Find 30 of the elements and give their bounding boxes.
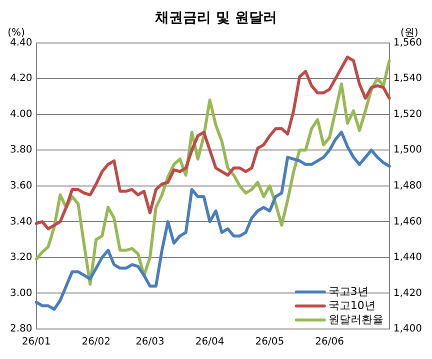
y-tick-label: 4.20 <box>10 73 32 84</box>
y-axis-title: (%) <box>8 27 26 38</box>
x-tick-label: 26/01 <box>22 336 51 348</box>
x-tick-label: 26/04 <box>195 336 224 348</box>
y2-tick-label: 1,500 <box>393 144 422 156</box>
x-tick-label: 26/06 <box>315 336 344 348</box>
legend-label: 국고3년 <box>328 284 368 298</box>
y2-tick-label: 1,520 <box>393 108 422 120</box>
y2-axis-title: (원) <box>400 27 418 38</box>
y-tick-label: 3.40 <box>10 216 32 228</box>
x-tick-label: 26/02 <box>82 336 111 348</box>
y2-tick-label: 1,460 <box>393 216 422 228</box>
y-tick-label: 4.00 <box>10 108 32 120</box>
y-tick-label: 3.20 <box>10 252 32 264</box>
y-tick-label: 3.80 <box>10 144 32 156</box>
y-tick-label: 3.00 <box>10 288 32 299</box>
y-tick-label: 2.80 <box>10 324 32 335</box>
x-tick-label: 26/05 <box>255 336 284 348</box>
y2-tick-label: 1,540 <box>393 73 422 84</box>
y2-tick-label: 1,420 <box>393 288 422 299</box>
y-tick-label: 4.40 <box>10 37 32 48</box>
legend-label: 원달러환율 <box>328 312 384 326</box>
y2-tick-label: 1,400 <box>393 324 422 335</box>
y-tick-label: 3.60 <box>10 180 32 192</box>
y2-tick-label: 1,560 <box>393 37 422 48</box>
chart-title: 채권금리 및 원달러 <box>154 10 277 26</box>
y2-tick-label: 1,440 <box>393 252 422 264</box>
x-tick-label: 26/03 <box>136 336 164 348</box>
y2-tick-label: 1,480 <box>393 180 422 192</box>
legend-label: 국고10년 <box>328 298 376 312</box>
